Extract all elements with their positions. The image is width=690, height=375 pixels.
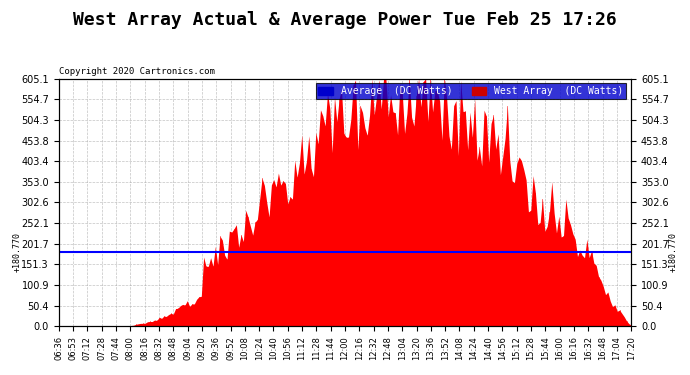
Text: +180.770: +180.770 <box>669 232 678 272</box>
Text: Copyright 2020 Cartronics.com: Copyright 2020 Cartronics.com <box>59 67 215 76</box>
Text: +180.770: +180.770 <box>12 232 21 272</box>
Text: West Array Actual & Average Power Tue Feb 25 17:26: West Array Actual & Average Power Tue Fe… <box>73 11 617 29</box>
Legend: Average  (DC Watts), West Array  (DC Watts): Average (DC Watts), West Array (DC Watts… <box>315 84 627 99</box>
